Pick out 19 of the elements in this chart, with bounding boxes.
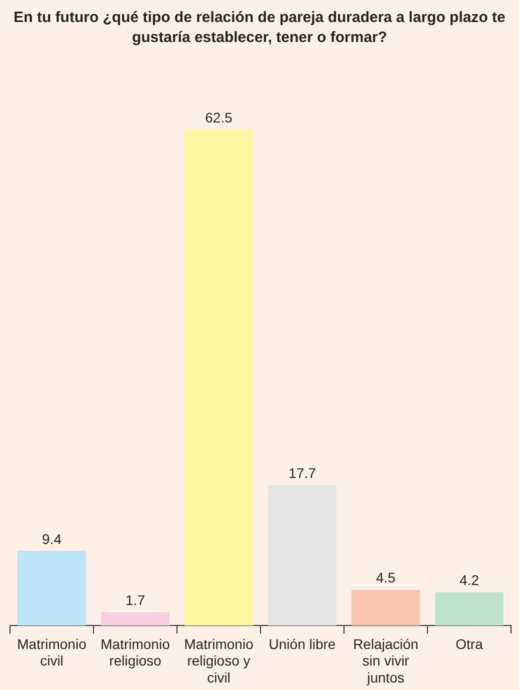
bar xyxy=(435,592,504,626)
data-label: 17.7 xyxy=(288,464,316,481)
bar xyxy=(184,130,253,626)
bar xyxy=(101,612,170,626)
bar xyxy=(18,550,86,626)
x-tick-label: Matrimonio religioso y civil xyxy=(184,636,254,686)
data-label: 9.4 xyxy=(42,530,62,547)
chart-title: En tu futuro ¿qué tipo de relación de pareja duradera a largo plazo te gustaría establecer, tener o formar? xyxy=(12,8,506,48)
data-label: 4.5 xyxy=(376,570,396,586)
x-tick-label: Matrimonio civil xyxy=(17,636,87,669)
bar xyxy=(268,485,336,626)
data-label: 4.2 xyxy=(460,572,480,588)
x-tick-label: Otra xyxy=(456,636,484,652)
x-tick-label: Matrimonio religioso xyxy=(100,636,170,669)
bar xyxy=(352,590,420,626)
data-label: 62.5 xyxy=(205,109,233,126)
x-tick-label: Relajación sin vivir juntos xyxy=(353,636,418,686)
x-tick-label: Unión libre xyxy=(268,636,336,652)
data-label: 1.7 xyxy=(126,592,146,608)
